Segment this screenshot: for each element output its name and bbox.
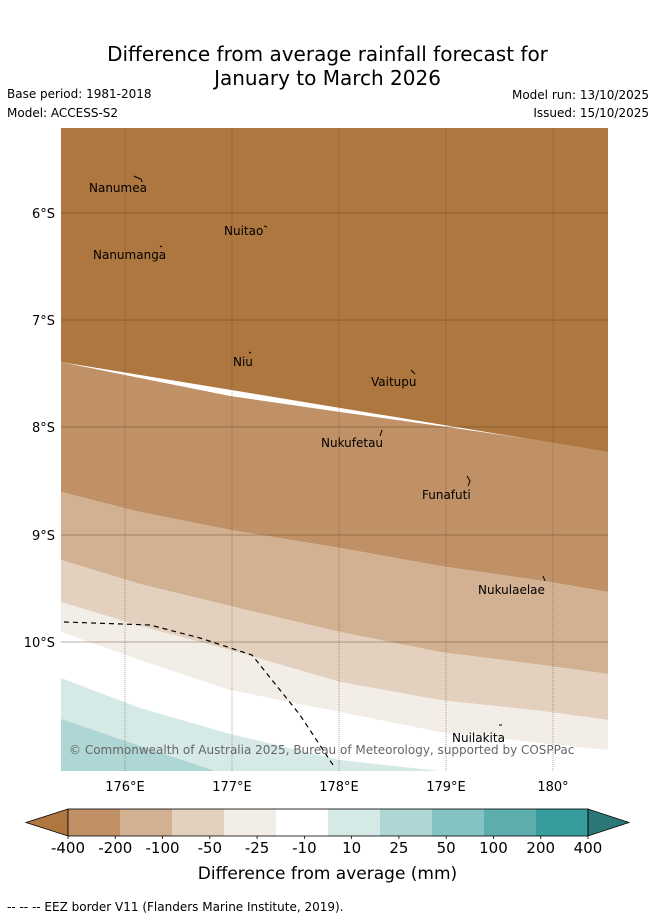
- colorbar-segment: [484, 809, 536, 836]
- colorbar-title: Difference from average (mm): [197, 864, 458, 884]
- place-labels: Nanumea Nuitao Nanumanga Niu Vaitupu Nuk…: [89, 181, 545, 745]
- funafuti-outline: [466, 475, 471, 487]
- niu-outline: [248, 351, 252, 354]
- place-label: Nanumea: [89, 181, 147, 195]
- nukulaelae-outline: [542, 575, 546, 582]
- colorbar-segment: [224, 809, 276, 836]
- colorbar-extend-high: [587, 808, 631, 837]
- lon-label: 179°E: [426, 780, 466, 795]
- colorbar-segment: [172, 809, 224, 836]
- vaitupu-outline: [410, 369, 416, 375]
- issued-date: Issued: 15/10/2025: [533, 106, 649, 120]
- graticule: [61, 128, 608, 771]
- copyright-text: © Commonwealth of Australia 2025, Bureau…: [69, 743, 574, 757]
- lat-label: 8°S: [32, 421, 55, 436]
- colorbar-tick-label: 200: [526, 839, 555, 857]
- colorbar-extend-low: [24, 808, 69, 837]
- lat-label: 9°S: [32, 529, 55, 544]
- band-plus-10: [61, 678, 440, 771]
- colorbar-tick-label: -25: [245, 839, 270, 857]
- nanumea-outline: [133, 175, 143, 183]
- lat-label: 10°S: [24, 636, 55, 651]
- colorbar-tick-label: 400: [574, 839, 603, 857]
- colorbar-segment: [432, 809, 484, 836]
- lat-label: 6°S: [32, 207, 55, 222]
- nuitao-outline: [263, 225, 268, 228]
- island-outlines: [133, 175, 546, 726]
- colorbar-tick-label: -50: [198, 839, 223, 857]
- colorbar-segment: [68, 809, 120, 836]
- band-plus-25: [61, 719, 215, 771]
- colorbar-segment: [380, 809, 432, 836]
- lon-label: 180°: [537, 780, 568, 795]
- place-label: Nukufetau: [321, 436, 383, 450]
- colorbar-tick-label: -10: [292, 839, 317, 857]
- colorbar-segment: [120, 809, 172, 836]
- colorbar-tick-label: 10: [342, 839, 361, 857]
- title-line-1: Difference from average rainfall forecas…: [107, 42, 548, 66]
- model-name: Model: ACCESS-S2: [7, 106, 119, 120]
- band-minus-200: [61, 128, 608, 452]
- place-label: Niu: [233, 355, 253, 369]
- colorbar-tick-label: -400: [51, 839, 85, 857]
- base-period: Base period: 1981-2018: [7, 87, 152, 101]
- colorbar-segment: [328, 809, 380, 836]
- colorbar-frame: [67, 808, 589, 837]
- place-label: Funafuti: [422, 488, 471, 502]
- place-label: Vaitupu: [371, 375, 417, 389]
- colorbar-tick-label: 50: [437, 839, 456, 857]
- colorbar: -400 -200 -100 -50 -25 -10 10 25 50 100 200 400: [24, 808, 631, 857]
- lat-label: 7°S: [32, 314, 55, 329]
- nukufetau-outline: [379, 429, 383, 437]
- band-minus-50: [61, 492, 608, 674]
- lon-label: 177°E: [212, 780, 252, 795]
- colorbar-tick-label: -200: [98, 839, 132, 857]
- lat-axis-labels: 6°S 7°S 8°S 9°S 10°S: [24, 207, 55, 651]
- colorbar-segment: [276, 809, 328, 836]
- eez-border: [63, 621, 336, 769]
- place-label: Nanumanga: [93, 248, 166, 262]
- place-label: Nuilakita: [452, 731, 505, 745]
- nanumanga-outline: [159, 245, 163, 248]
- colorbar-tick-label: -100: [146, 839, 180, 857]
- place-label: Nuitao: [224, 224, 263, 238]
- band-minus-100: [61, 362, 608, 592]
- place-label: Nukulaelae: [478, 583, 545, 597]
- colorbar-segment: [536, 809, 588, 836]
- model-run: Model run: 13/10/2025: [511, 88, 649, 102]
- colorbar-tick-label: 25: [389, 839, 408, 857]
- footnote: -- -- -- EEZ border V11 (Flanders Marine…: [7, 900, 344, 914]
- lon-axis-labels: 176°E 177°E 178°E 179°E 180°: [105, 780, 568, 795]
- colorbar-tick-label: 100: [479, 839, 508, 857]
- lon-label: 176°E: [105, 780, 145, 795]
- lon-label: 178°E: [319, 780, 359, 795]
- band-minus-10: [61, 602, 608, 750]
- rainfall-bands: [61, 128, 608, 771]
- title-line-2: January to March 2026: [214, 66, 441, 90]
- band-minus-25: [61, 560, 608, 720]
